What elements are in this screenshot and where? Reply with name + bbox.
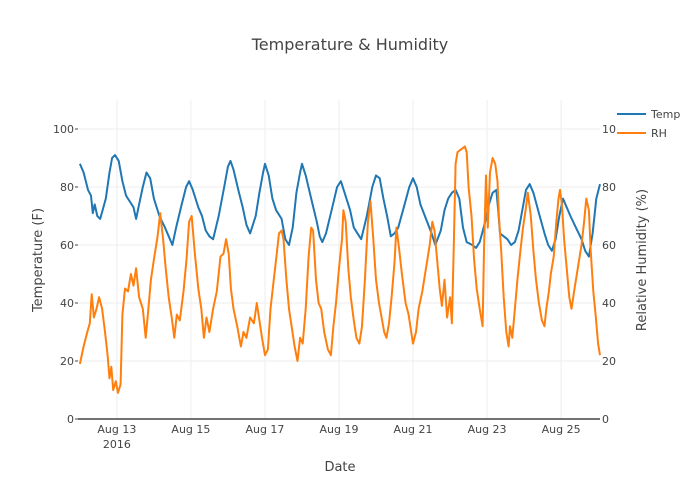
x-tick-label: Aug 19 [320, 423, 359, 436]
x-axis-title: Date [324, 460, 355, 475]
y2-axis-title: Relative Humidity (%) [635, 189, 650, 331]
legend-item-temp[interactable]: Temp [617, 108, 680, 121]
series-layer [78, 145, 601, 394]
legend: Temp RH [617, 108, 680, 140]
y-tick-label: 100 [53, 123, 74, 136]
series-line-rh [78, 145, 601, 394]
y-tick-label: 40 [60, 297, 74, 310]
y-tick-label: 20 [60, 355, 74, 368]
legend-item-rh[interactable]: RH [617, 127, 667, 140]
y2-tick-label: 40 [602, 297, 616, 310]
x-tick-label: Aug 21 [394, 423, 433, 436]
y-tick-label: 0 [67, 413, 74, 426]
x-tick-label: Aug 15 [171, 423, 210, 436]
legend-label-rh: RH [651, 127, 667, 140]
y-axis-title: Temperature (F) [31, 208, 46, 313]
y2-tick-label: 10 [602, 123, 616, 136]
y-tick-label: 60 [60, 239, 74, 252]
x-tick-label: Aug 25 [542, 423, 581, 436]
y2-tick-label: 60 [602, 239, 616, 252]
y2-tick-label: 20 [602, 355, 616, 368]
x-tick-label: Aug 23 [468, 423, 507, 436]
y-tick-label: 80 [60, 181, 74, 194]
y2-tick-label: 0 [602, 413, 609, 426]
chart-title: Temperature & Humidity [251, 35, 449, 54]
x-tick-label: Aug 13 [97, 423, 136, 436]
series-line-temp [78, 154, 601, 258]
y2-tick-label: 80 [602, 181, 616, 194]
axes: 0 20 40 60 80 100 0 20 40 60 80 10 Aug 13 2016 Aug 15 A… [53, 123, 616, 451]
x-tick-label: Aug 17 [245, 423, 284, 436]
gridlines [78, 100, 600, 419]
legend-label-temp: Temp [650, 108, 680, 121]
x-tick-sublabel: 2016 [103, 438, 131, 451]
